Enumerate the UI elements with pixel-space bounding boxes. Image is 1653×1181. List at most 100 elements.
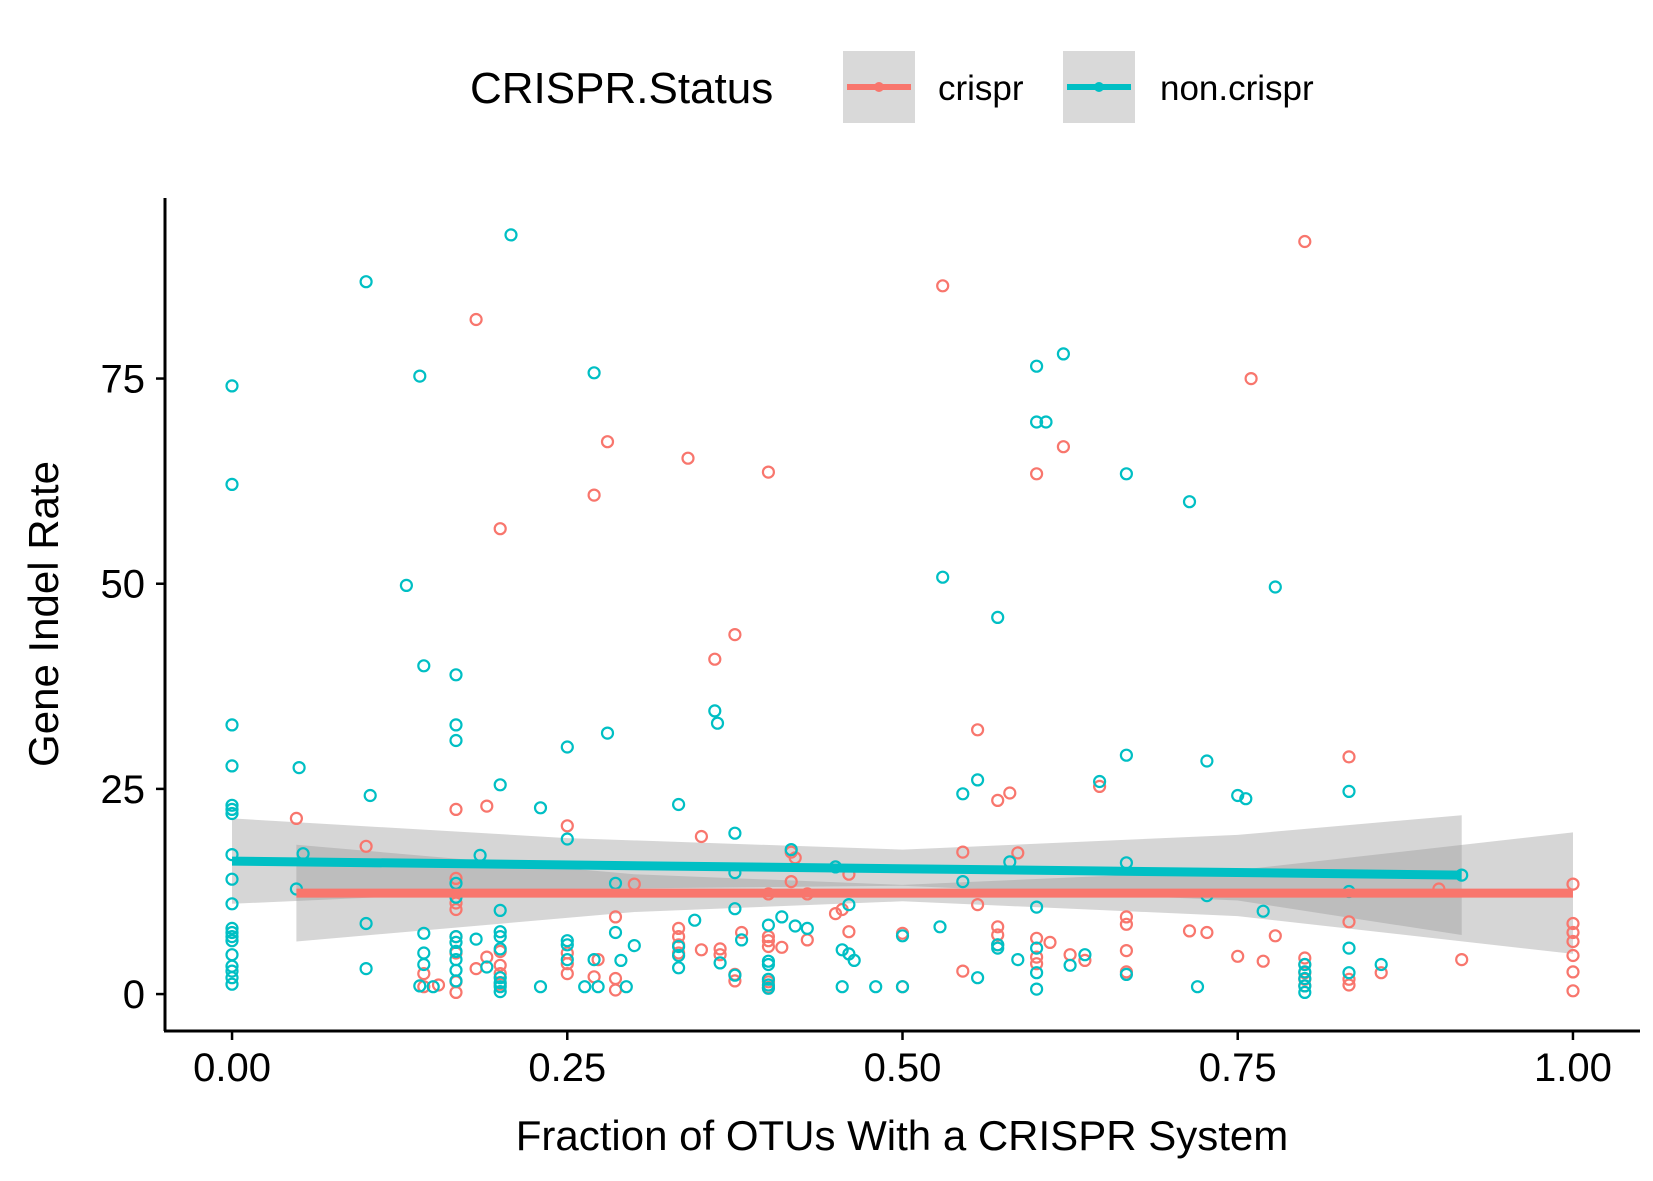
data-point-crispr <box>600 435 615 449</box>
data-point-crispr <box>449 902 463 917</box>
x-tick-label: 0.25 <box>528 1046 606 1090</box>
data-point-crispr <box>1342 978 1356 992</box>
legend: CRISPR.Status crispr non.crispr <box>470 51 1314 123</box>
data-point-non-crispr <box>399 578 413 593</box>
data-point-non-crispr <box>417 957 431 972</box>
data-point-non-crispr <box>493 984 507 999</box>
x-tick-label: 0.00 <box>193 1046 271 1090</box>
data-point-non-crispr <box>449 668 463 682</box>
data-point-non-crispr <box>842 897 856 912</box>
data-point-crispr <box>761 465 776 479</box>
data-point-crispr <box>1566 984 1580 998</box>
data-point-non-crispr <box>449 935 463 950</box>
data-point-crispr <box>1566 965 1580 979</box>
data-point-non-crispr <box>775 910 789 924</box>
data-point-crispr <box>560 966 574 981</box>
data-point-non-crispr <box>1239 792 1253 806</box>
data-point-non-crispr <box>1374 957 1388 972</box>
data-point-non-crispr <box>587 952 601 967</box>
data-point-crispr <box>1119 910 1134 924</box>
data-point-non-crispr <box>1063 958 1077 972</box>
data-point-non-crispr <box>560 938 574 952</box>
data-point-non-crispr <box>225 379 239 393</box>
data-point-non-crispr <box>1056 347 1071 361</box>
data-point-crispr <box>493 958 507 972</box>
data-point-crispr <box>469 312 483 327</box>
data-point-non-crispr <box>671 961 686 975</box>
data-point-non-crispr <box>608 925 623 940</box>
data-point-non-crispr <box>956 787 970 801</box>
data-point-non-crispr <box>991 610 1005 625</box>
data-point-non-crispr <box>1092 774 1107 789</box>
data-point-crispr <box>1566 916 1580 931</box>
data-point-non-crispr <box>493 971 507 985</box>
data-point-crispr <box>1566 877 1580 891</box>
data-point-non-crispr <box>225 718 239 732</box>
data-point-crispr <box>713 948 727 962</box>
data-point-crispr <box>991 793 1005 808</box>
data-point-non-crispr <box>578 980 592 994</box>
data-point-non-crispr <box>869 980 883 994</box>
data-point-non-crispr <box>225 847 239 862</box>
data-point-non-crispr <box>560 740 574 754</box>
data-point-crispr <box>359 839 373 853</box>
data-point-non-crispr <box>225 872 239 886</box>
data-point-non-crispr <box>734 933 749 947</box>
data-point-non-crispr <box>560 832 574 846</box>
data-point-non-crispr <box>225 971 239 985</box>
data-point-non-crispr <box>480 960 494 974</box>
data-point-crispr <box>1029 957 1044 971</box>
data-point-crispr <box>728 627 742 642</box>
data-point-crispr <box>1029 931 1044 945</box>
data-point-non-crispr <box>1119 967 1134 982</box>
data-point-crispr <box>289 811 303 826</box>
data-point-non-crispr <box>1298 965 1312 979</box>
legend-label-non-crispr: non.crispr <box>1160 69 1314 108</box>
data-point-crispr <box>469 961 483 976</box>
data-point-non-crispr <box>1078 948 1092 962</box>
data-point-crispr <box>1119 943 1134 958</box>
data-point-crispr <box>1043 935 1057 950</box>
data-point-crispr <box>1003 786 1017 800</box>
data-point-crispr <box>681 451 695 465</box>
data-point-non-crispr <box>1182 495 1197 509</box>
data-point-non-crispr <box>469 932 483 946</box>
data-point-non-crispr <box>619 980 633 994</box>
data-points <box>225 228 1580 1000</box>
data-point-non-crispr <box>1298 957 1312 972</box>
data-point-non-crispr <box>225 977 239 991</box>
data-point-non-crispr <box>449 929 463 944</box>
data-point-non-crispr <box>417 946 431 960</box>
data-point-non-crispr <box>728 826 742 840</box>
data-point-non-crispr <box>493 942 507 956</box>
data-point-crispr <box>956 845 970 859</box>
data-point-non-crispr <box>847 953 861 968</box>
data-point-crispr <box>1119 917 1134 931</box>
data-point-crispr <box>1011 846 1025 860</box>
x-tick-label: 0.50 <box>864 1046 942 1090</box>
data-point-non-crispr <box>1029 982 1044 996</box>
data-point-non-crispr <box>1200 754 1214 768</box>
data-point-crispr <box>970 897 985 912</box>
data-point-crispr <box>1298 951 1312 965</box>
data-point-crispr <box>970 723 985 737</box>
data-point-non-crispr <box>225 964 239 978</box>
data-point-non-crispr <box>936 570 950 584</box>
data-point-crispr <box>1182 924 1197 938</box>
data-point-non-crispr <box>413 979 427 993</box>
data-point-non-crispr <box>835 943 849 957</box>
data-point-crispr <box>1566 934 1580 949</box>
data-point-non-crispr <box>970 773 985 787</box>
data-point-non-crispr <box>560 934 574 948</box>
legend-dot-crispr <box>874 82 884 92</box>
data-point-non-crispr <box>1298 971 1312 986</box>
data-point-crispr <box>1342 750 1356 764</box>
y-tick-label: 50 <box>101 563 146 607</box>
data-point-non-crispr <box>225 925 239 940</box>
legend-label-crispr: crispr <box>938 69 1024 108</box>
data-point-crispr <box>1231 949 1245 963</box>
data-point-non-crispr <box>761 918 776 932</box>
x-tick-label: 1.00 <box>1534 1046 1612 1090</box>
data-point-non-crispr <box>895 929 910 943</box>
data-point-non-crispr <box>991 941 1005 955</box>
